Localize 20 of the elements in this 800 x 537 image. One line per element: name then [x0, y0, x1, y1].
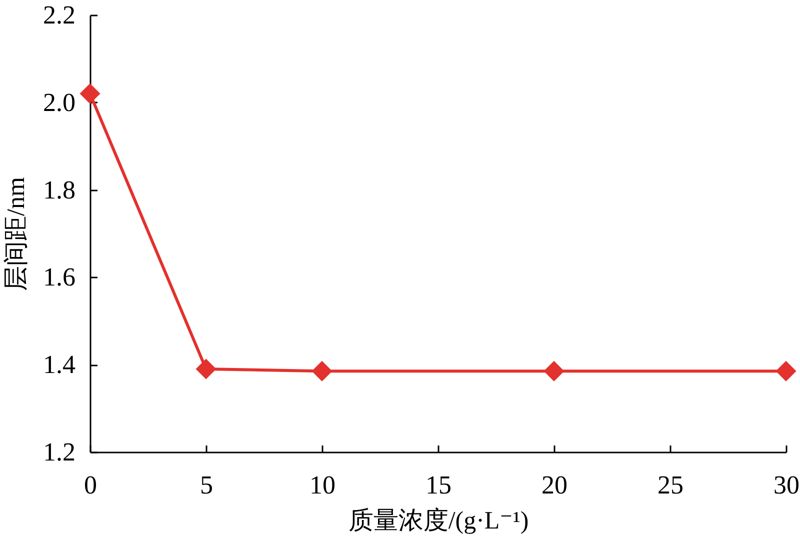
x-tick-label: 10	[310, 470, 336, 500]
point	[312, 360, 332, 382]
x-tick-label: 20	[542, 470, 568, 500]
x-axis-title: 质量浓度/(g·L⁻¹)	[348, 506, 529, 534]
y-tick-label: 1.2	[43, 438, 76, 466]
y-tick-label: 1.4	[43, 350, 76, 380]
point	[80, 83, 100, 104]
y-tick-label: 1.6	[43, 262, 76, 292]
x-tick-label: 15	[426, 470, 452, 500]
x-tick-label: 25	[658, 470, 684, 500]
x-tick-label: 0	[84, 470, 97, 500]
y-tick-label: 2.0	[43, 88, 76, 117]
y-axis-title: 层间距/nm	[3, 176, 30, 291]
point	[544, 360, 564, 382]
x-tick-label: 5	[200, 470, 213, 500]
y-tick-label: 1.8	[43, 175, 76, 204]
x-tick-label: 30	[774, 470, 800, 500]
point	[776, 360, 796, 382]
point	[196, 358, 216, 380]
y-tick-label: 2.2	[43, 0, 76, 30]
